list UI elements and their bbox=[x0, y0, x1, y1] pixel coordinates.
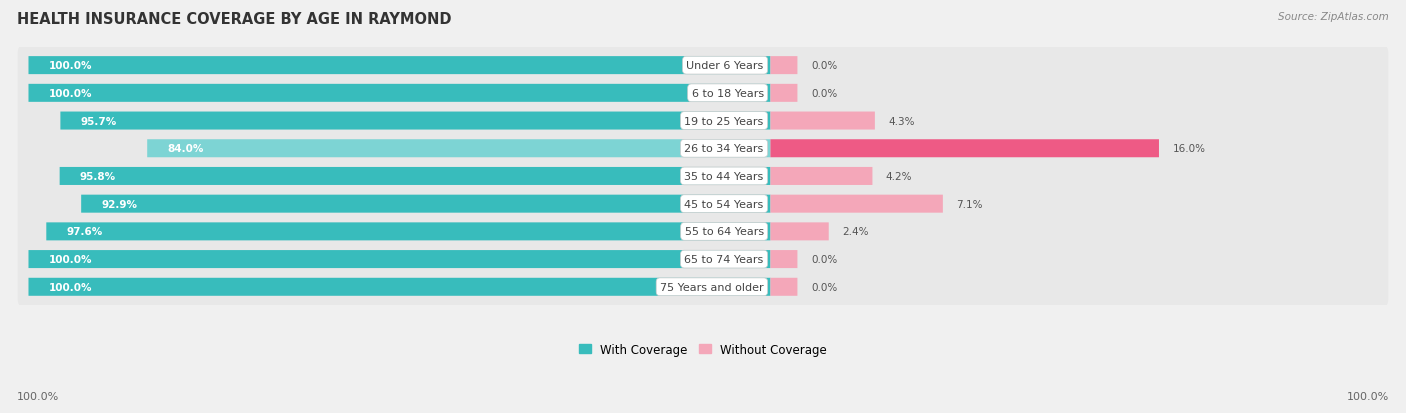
FancyBboxPatch shape bbox=[770, 57, 797, 75]
FancyBboxPatch shape bbox=[770, 140, 1159, 158]
Text: 97.6%: 97.6% bbox=[66, 227, 103, 237]
FancyBboxPatch shape bbox=[18, 212, 1388, 251]
Text: 75 Years and older: 75 Years and older bbox=[659, 282, 763, 292]
FancyBboxPatch shape bbox=[770, 85, 797, 102]
FancyBboxPatch shape bbox=[28, 278, 770, 296]
Text: 84.0%: 84.0% bbox=[167, 144, 204, 154]
Text: 0.0%: 0.0% bbox=[811, 89, 837, 99]
FancyBboxPatch shape bbox=[28, 250, 770, 268]
FancyBboxPatch shape bbox=[18, 185, 1388, 224]
FancyBboxPatch shape bbox=[148, 140, 770, 158]
FancyBboxPatch shape bbox=[82, 195, 770, 213]
FancyBboxPatch shape bbox=[18, 74, 1388, 113]
Text: 92.9%: 92.9% bbox=[101, 199, 138, 209]
Text: 65 to 74 Years: 65 to 74 Years bbox=[685, 254, 763, 264]
FancyBboxPatch shape bbox=[46, 223, 770, 241]
FancyBboxPatch shape bbox=[770, 223, 828, 241]
Text: Under 6 Years: Under 6 Years bbox=[686, 61, 763, 71]
Text: 4.3%: 4.3% bbox=[889, 116, 915, 126]
FancyBboxPatch shape bbox=[28, 57, 770, 75]
Text: 95.8%: 95.8% bbox=[80, 171, 117, 182]
FancyBboxPatch shape bbox=[18, 129, 1388, 169]
Text: 100.0%: 100.0% bbox=[1347, 392, 1389, 401]
Text: 0.0%: 0.0% bbox=[811, 282, 837, 292]
Text: 4.2%: 4.2% bbox=[886, 171, 912, 182]
Text: 26 to 34 Years: 26 to 34 Years bbox=[685, 144, 763, 154]
FancyBboxPatch shape bbox=[18, 157, 1388, 196]
FancyBboxPatch shape bbox=[770, 168, 873, 185]
Text: 16.0%: 16.0% bbox=[1173, 144, 1205, 154]
FancyBboxPatch shape bbox=[18, 268, 1388, 306]
FancyBboxPatch shape bbox=[770, 250, 797, 268]
Text: Source: ZipAtlas.com: Source: ZipAtlas.com bbox=[1278, 12, 1389, 22]
Text: 95.7%: 95.7% bbox=[80, 116, 117, 126]
FancyBboxPatch shape bbox=[18, 102, 1388, 141]
Text: 2.4%: 2.4% bbox=[842, 227, 869, 237]
Legend: With Coverage, Without Coverage: With Coverage, Without Coverage bbox=[579, 343, 827, 356]
Text: 55 to 64 Years: 55 to 64 Years bbox=[685, 227, 763, 237]
Text: 7.1%: 7.1% bbox=[956, 199, 983, 209]
FancyBboxPatch shape bbox=[770, 112, 875, 130]
FancyBboxPatch shape bbox=[770, 195, 943, 213]
Text: 35 to 44 Years: 35 to 44 Years bbox=[685, 171, 763, 182]
FancyBboxPatch shape bbox=[60, 112, 770, 130]
Text: 100.0%: 100.0% bbox=[17, 392, 59, 401]
FancyBboxPatch shape bbox=[59, 168, 770, 185]
FancyBboxPatch shape bbox=[28, 85, 770, 102]
Text: 100.0%: 100.0% bbox=[49, 254, 93, 264]
Text: 0.0%: 0.0% bbox=[811, 254, 837, 264]
FancyBboxPatch shape bbox=[18, 47, 1388, 85]
FancyBboxPatch shape bbox=[18, 240, 1388, 279]
Text: HEALTH INSURANCE COVERAGE BY AGE IN RAYMOND: HEALTH INSURANCE COVERAGE BY AGE IN RAYM… bbox=[17, 12, 451, 27]
Text: 100.0%: 100.0% bbox=[49, 282, 93, 292]
Text: 100.0%: 100.0% bbox=[49, 89, 93, 99]
Text: 19 to 25 Years: 19 to 25 Years bbox=[685, 116, 763, 126]
Text: 0.0%: 0.0% bbox=[811, 61, 837, 71]
Text: 45 to 54 Years: 45 to 54 Years bbox=[685, 199, 763, 209]
FancyBboxPatch shape bbox=[770, 278, 797, 296]
Text: 100.0%: 100.0% bbox=[49, 61, 93, 71]
Text: 6 to 18 Years: 6 to 18 Years bbox=[692, 89, 763, 99]
